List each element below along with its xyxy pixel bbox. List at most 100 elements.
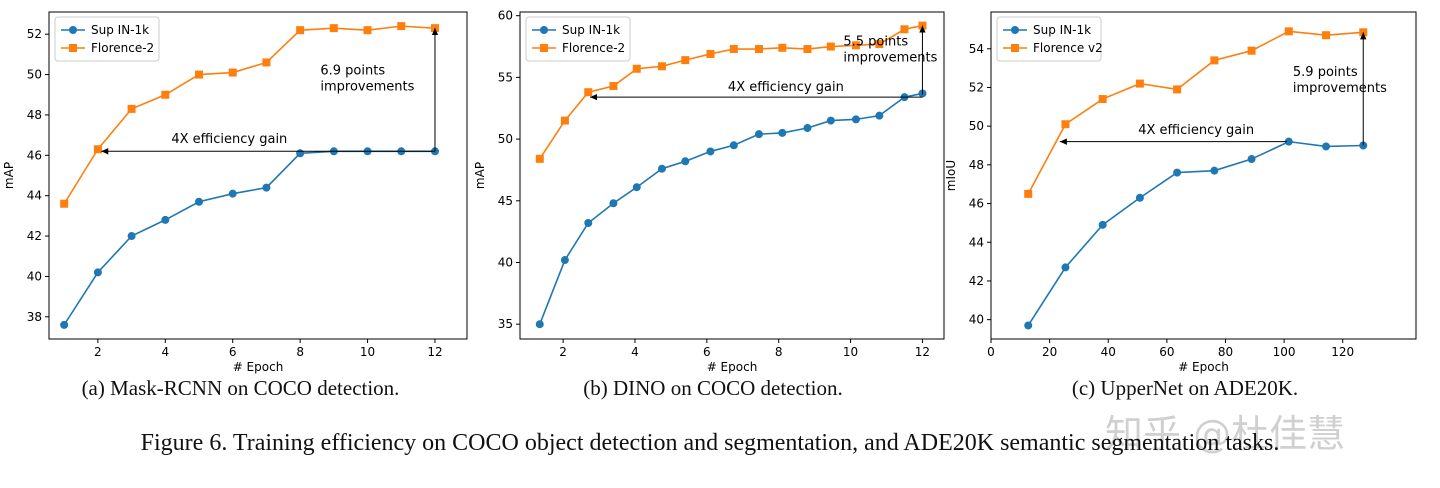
data-point [803, 45, 812, 54]
legend-marker [69, 26, 77, 34]
x-tick-label: 8 [296, 345, 304, 359]
x-tick-label: 12 [915, 345, 930, 359]
x-tick-label: 80 [1218, 345, 1233, 359]
data-point [296, 149, 305, 158]
data-point [195, 197, 204, 206]
data-point [851, 41, 860, 50]
legend-marker [69, 44, 77, 52]
legend-label: Florence v2 [1033, 41, 1103, 55]
x-axis-label: # Epoch [233, 360, 284, 374]
x-tick-label: 2 [559, 345, 567, 359]
data-point [826, 116, 835, 125]
data-point [1098, 220, 1107, 229]
data-point [161, 90, 170, 99]
data-point [535, 320, 544, 329]
y-tick-label: 50 [27, 68, 42, 82]
data-point [228, 68, 237, 77]
data-point [1024, 321, 1033, 330]
data-point [560, 256, 569, 265]
data-point [1210, 166, 1219, 175]
figure-caption: Figure 6. Training efficiency on COCO ob… [140, 430, 1280, 456]
legend-marker [540, 44, 548, 52]
legend-marker [1011, 26, 1019, 34]
data-point [1135, 79, 1144, 88]
improvement-label: improvements [843, 50, 937, 65]
x-tick-label: 10 [843, 345, 858, 359]
legend-label: Sup IN-1k [562, 23, 620, 37]
data-point [875, 40, 884, 49]
data-point [778, 43, 787, 52]
data-point [262, 183, 271, 192]
series-line-sup-in1k [63, 150, 435, 326]
series-line-florence [63, 25, 436, 205]
data-point [1098, 95, 1107, 104]
watermark-text: 知乎 @杜佳慧 [1105, 412, 1346, 456]
data-point [632, 183, 641, 192]
chart-panel-dino: 2 4 6 8 10 12 35 40 45 50 55 60 # Epoch mAP 4X efficie… [473, 9, 945, 374]
data-point [60, 199, 69, 208]
data-point [1210, 56, 1219, 65]
data-point [127, 232, 136, 241]
data-point [329, 24, 338, 33]
legend-marker [1011, 44, 1019, 52]
data-point [851, 115, 860, 124]
plot-frame [48, 11, 468, 340]
data-point [560, 116, 569, 125]
data-point [1247, 155, 1256, 164]
data-point [1024, 189, 1033, 198]
data-point [262, 58, 271, 67]
x-tick-label: 6 [229, 345, 237, 359]
legend-label: Sup IN-1k [91, 23, 149, 37]
data-point [657, 164, 666, 173]
subcaption-b: (b) DINO on COCO detection. [583, 376, 843, 400]
plot-frame [519, 11, 945, 340]
data-point [900, 25, 909, 34]
improvement-label: 5.5 points [843, 34, 908, 49]
x-tick-label: 20 [1042, 345, 1057, 359]
x-tick-label: 40 [1101, 345, 1116, 359]
x-tick-label: 2 [94, 345, 102, 359]
legend-box [525, 16, 631, 62]
data-point [729, 141, 738, 150]
series-line-sup-in1k [539, 92, 923, 325]
data-point [875, 111, 884, 120]
legend-box [54, 16, 160, 62]
data-point [706, 49, 715, 58]
data-point [803, 123, 812, 132]
y-axis-label: mAP [473, 162, 487, 189]
y-tick-label: 52 [27, 27, 42, 41]
x-tick-label: 120 [1331, 345, 1354, 359]
data-point [93, 268, 102, 277]
data-point [195, 70, 204, 79]
data-point [228, 189, 237, 198]
data-point [397, 22, 406, 31]
data-point [584, 219, 593, 228]
data-point [1061, 263, 1070, 272]
data-point [1284, 27, 1293, 36]
y-tick-label: 35 [498, 317, 513, 331]
y-tick-label: 40 [27, 269, 42, 283]
x-tick-label: 0 [987, 345, 995, 359]
improvement-label: improvements [320, 80, 414, 95]
y-tick-label: 60 [498, 9, 513, 23]
y-tick-label: 42 [27, 229, 42, 243]
y-axis-label: mAP [2, 162, 16, 189]
y-tick-label: 38 [27, 310, 42, 324]
x-tick-label: 60 [1159, 345, 1174, 359]
legend-label: Florence-2 [91, 41, 154, 55]
data-point [778, 128, 787, 137]
data-point [1173, 168, 1182, 177]
data-point [363, 26, 372, 35]
data-point [706, 147, 715, 156]
data-point [681, 56, 690, 65]
y-tick-label: 44 [969, 235, 984, 249]
data-point [127, 104, 136, 113]
data-point [1135, 193, 1144, 202]
efficiency-label: 4X efficiency gain [728, 80, 844, 95]
y-tick-label: 50 [498, 132, 513, 146]
x-tick-label: 12 [427, 345, 442, 359]
data-point [609, 82, 618, 91]
data-point [1247, 46, 1256, 55]
y-tick-label: 40 [969, 313, 984, 327]
y-tick-label: 42 [969, 274, 984, 288]
